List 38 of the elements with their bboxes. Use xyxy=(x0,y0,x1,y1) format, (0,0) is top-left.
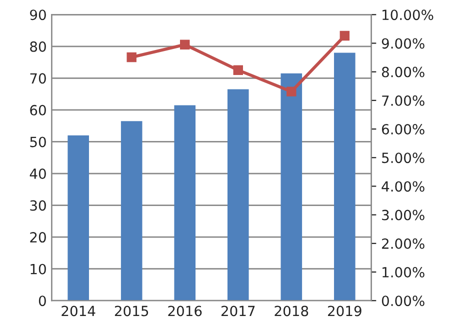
y-tick-label: 60 xyxy=(30,104,46,116)
y2-tick-label: 10.00% xyxy=(382,10,434,20)
x-tick-label: 2018 xyxy=(274,306,308,316)
y2-tick-label: 6.00% xyxy=(382,124,424,134)
y2-tick-label: 2.00% xyxy=(382,238,424,249)
y-tick-label: 70 xyxy=(30,73,46,84)
y2-tick-label: 9.00% xyxy=(382,38,424,49)
y-tick-label: 50 xyxy=(30,136,46,148)
y2-tick-label: 1.00% xyxy=(382,266,424,278)
x-tick-label: 2017 xyxy=(221,306,255,316)
y-tick-label: 10 xyxy=(30,264,46,274)
bar xyxy=(280,73,302,301)
y-tick-label: 0 xyxy=(38,296,46,306)
y-tick-label: 30 xyxy=(30,200,46,211)
y-tick-label: 80 xyxy=(30,41,46,52)
y-tick-label: 90 xyxy=(30,10,46,20)
point xyxy=(286,86,296,96)
y2-tick-label: 0.00% xyxy=(382,296,424,306)
y2-tick-label: 4.00% xyxy=(382,181,424,192)
x-tick-label: 2015 xyxy=(114,306,148,316)
y2-tick-label: 8.00% xyxy=(382,66,424,78)
y2-tick-label: 3.00% xyxy=(382,210,424,220)
bar xyxy=(174,105,196,301)
y-tick-label: 20 xyxy=(30,232,46,243)
bar xyxy=(120,121,142,301)
x-tick-label: 2014 xyxy=(62,306,96,316)
x-tick-label: 2019 xyxy=(328,306,362,316)
point xyxy=(126,52,136,62)
bar xyxy=(68,135,89,301)
point xyxy=(233,65,243,75)
bar xyxy=(227,89,249,301)
y2-tick-label: 5.00% xyxy=(382,152,424,164)
y2-tick-label: 7.00% xyxy=(382,95,424,106)
y-tick-label: 40 xyxy=(30,168,46,179)
point xyxy=(340,30,350,41)
point xyxy=(180,40,190,50)
x-tick-label: 2016 xyxy=(168,306,202,316)
bar xyxy=(334,52,356,301)
